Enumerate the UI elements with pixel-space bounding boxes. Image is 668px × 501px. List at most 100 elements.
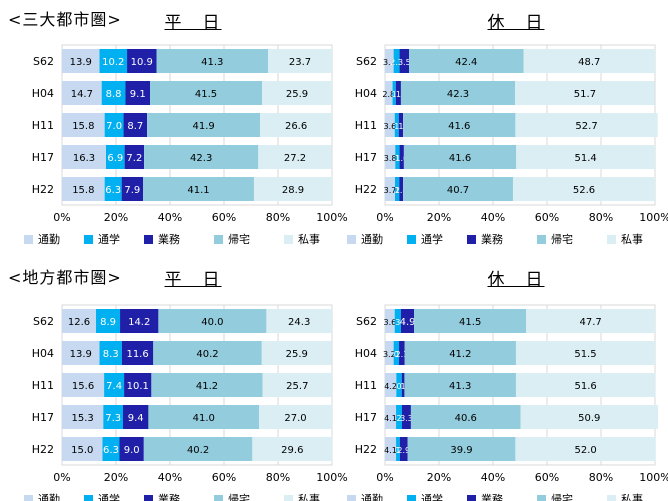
bar-segment — [393, 341, 400, 365]
legend-swatch — [607, 235, 616, 244]
bar-segment — [399, 437, 408, 461]
bar-segment — [400, 81, 516, 105]
legend-label: 通勤 — [361, 493, 383, 501]
legend-swatch — [284, 495, 293, 501]
bar-segment — [512, 177, 655, 201]
data-label: 27.0 — [284, 413, 306, 424]
bar-segment — [394, 113, 399, 137]
data-label: 25.7 — [286, 381, 308, 392]
chart-metro-weekday: 0% 20% 40% 60% 80% 100% S62 13.9 10.2 10.9 41.3 23.… — [24, 44, 348, 246]
bar-segment — [143, 177, 254, 201]
bar-segment — [62, 437, 103, 461]
x-tick-label: 20% — [427, 211, 451, 224]
bar-segment — [399, 49, 410, 73]
category-label: H04 — [32, 347, 54, 360]
bar-segment — [156, 49, 269, 73]
bar-segment — [62, 49, 100, 73]
bar-segment — [62, 373, 105, 397]
bar-segment — [385, 177, 395, 201]
bar-segment — [123, 113, 148, 137]
x-tick-label: 80% — [266, 211, 290, 224]
data-label: 1 — [392, 90, 397, 99]
data-label: 7.3 — [105, 413, 121, 424]
data-label: 41.1 — [187, 185, 209, 196]
data-label: 25.9 — [286, 349, 308, 360]
legend-swatch — [537, 495, 546, 501]
category-label: S62 — [356, 315, 377, 328]
data-label: 41.9 — [192, 121, 214, 132]
x-tick-label: 100% — [316, 211, 347, 224]
legend-label: 私事 — [621, 493, 643, 501]
data-label: 8.9 — [100, 317, 116, 328]
bar-segment — [526, 309, 655, 333]
data-label: 10.2 — [102, 57, 124, 68]
bar-segment — [151, 373, 263, 397]
bar-segment — [99, 341, 122, 365]
x-tick-label: 40% — [158, 211, 182, 224]
bar-segment — [158, 309, 267, 333]
legend-label: 帰宅 — [228, 492, 250, 501]
legend-label: 業務 — [158, 492, 180, 501]
bar-segment — [153, 341, 262, 365]
bar-segment — [385, 309, 395, 333]
data-label: 4.9 — [400, 317, 416, 328]
data-label: 9.1 — [130, 89, 146, 100]
bar-segment — [268, 49, 332, 73]
bar-segment — [385, 49, 394, 73]
data-label: 51.6 — [574, 381, 596, 392]
panel-title-regional-weekday: 平 日 — [164, 270, 222, 290]
data-label: 15.6 — [72, 381, 94, 392]
data-label: 42.4 — [455, 57, 477, 68]
category-label: S62 — [33, 315, 54, 328]
bar-segment — [150, 81, 263, 105]
bar-segment — [104, 177, 122, 201]
x-tick-label: 20% — [104, 471, 128, 484]
bar-segment — [515, 373, 656, 397]
bar-segment — [515, 341, 655, 365]
data-label: 1 — [394, 122, 399, 131]
data-label: 15.3 — [72, 413, 94, 424]
bar-segment — [385, 145, 396, 169]
bar-segment — [143, 437, 253, 461]
region-title-regional: <地方都市圏> — [8, 268, 122, 287]
legend-label: 業務 — [481, 492, 503, 501]
data-label: 42.3 — [447, 89, 469, 100]
data-label: 41.0 — [193, 413, 215, 424]
data-label: 41.6 — [449, 153, 471, 164]
bar-segment — [62, 145, 107, 169]
bar-segment — [520, 405, 658, 429]
bar-segment — [96, 309, 121, 333]
bar-segment — [124, 373, 152, 397]
bar-segment — [395, 81, 401, 105]
data-label: 3.2 — [383, 58, 396, 67]
data-label: 40.2 — [196, 349, 218, 360]
x-tick-label: 20% — [104, 211, 128, 224]
data-label: 11.6 — [126, 349, 148, 360]
bar-segment — [106, 145, 125, 169]
legend-swatch — [467, 235, 476, 244]
bar-segment — [144, 145, 259, 169]
data-label: 8.8 — [106, 89, 122, 100]
bar-segment — [385, 373, 397, 397]
data-label: 52.6 — [573, 185, 595, 196]
bar-segment — [385, 437, 397, 461]
bar-segment — [385, 113, 395, 137]
bar-segment — [407, 437, 516, 461]
bar-segment — [403, 145, 517, 169]
category-label: H22 — [32, 183, 54, 196]
bar-segment — [62, 341, 100, 365]
data-label: 7.0 — [106, 121, 122, 132]
panel-title-metro-weekday: 平 日 — [164, 13, 222, 33]
bar-segment — [101, 81, 126, 105]
bar-segment — [401, 373, 405, 397]
bar-segment — [399, 177, 404, 201]
bar-segment — [385, 81, 393, 105]
data-label: 1.6 — [395, 154, 408, 163]
data-label: 40.7 — [447, 185, 469, 196]
data-label: 14.2 — [128, 317, 150, 328]
data-label: 3.3 — [400, 414, 413, 423]
legend-swatch — [347, 495, 356, 501]
category-label: H22 — [355, 443, 377, 456]
data-label: 41.5 — [195, 89, 217, 100]
